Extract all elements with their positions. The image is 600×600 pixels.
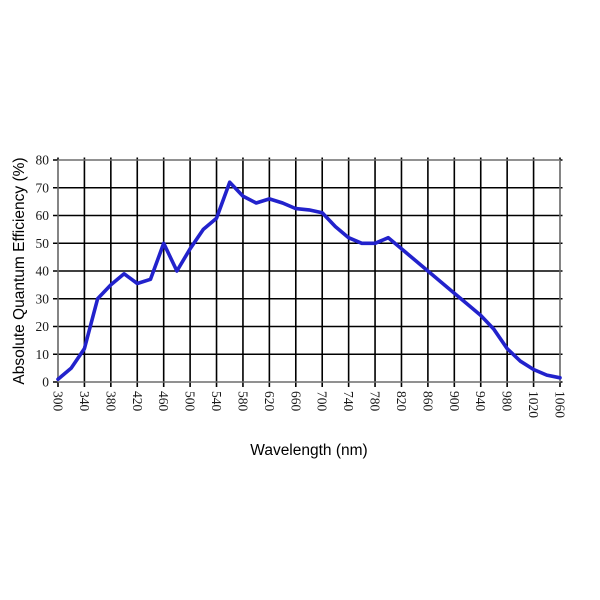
x-tick-label: 460 bbox=[156, 391, 171, 412]
y-tick-label: 80 bbox=[36, 153, 50, 168]
x-tick-label: 500 bbox=[183, 391, 198, 412]
x-tick-label: 580 bbox=[235, 391, 250, 412]
x-tick-label: 1060 bbox=[553, 391, 568, 418]
qe-curve bbox=[56, 180, 562, 382]
x-tick-label: 620 bbox=[262, 391, 277, 412]
y-tick-label: 20 bbox=[36, 319, 50, 334]
x-tick-label: 980 bbox=[500, 391, 515, 412]
y-tick-label: 70 bbox=[36, 180, 50, 195]
y-tick-label: 40 bbox=[36, 264, 50, 279]
y-tick-label: 30 bbox=[36, 291, 50, 306]
x-tick-labels: 300 340 380 420 460 500 540 580 620 660 700 740 780 8… bbox=[51, 391, 568, 418]
x-tick-label: 660 bbox=[288, 391, 303, 412]
x-tick-label: 300 bbox=[51, 391, 66, 412]
y-tick-label: 0 bbox=[42, 375, 49, 390]
grid bbox=[53, 157, 563, 387]
y-axis-title: Absolute Quantum Efficiency (%) bbox=[11, 157, 28, 384]
x-tick-label: 860 bbox=[420, 391, 435, 412]
x-tick-label: 700 bbox=[315, 391, 330, 412]
x-tick-label: 1020 bbox=[526, 391, 541, 418]
y-tick-label: 10 bbox=[36, 347, 50, 362]
x-tick-label: 900 bbox=[447, 391, 462, 412]
x-tick-label: 420 bbox=[130, 391, 145, 412]
y-tick-label: 60 bbox=[36, 208, 50, 223]
x-axis-title: Wavelength (nm) bbox=[250, 442, 367, 459]
y-tick-label: 50 bbox=[36, 236, 50, 251]
x-tick-label: 380 bbox=[103, 391, 118, 412]
x-tick-label: 540 bbox=[209, 391, 224, 412]
qe-curve-layer bbox=[56, 180, 562, 382]
x-tick-label: 780 bbox=[368, 391, 383, 412]
y-tick-labels: 0 10 20 30 40 50 60 70 80 bbox=[36, 153, 50, 390]
x-tick-label: 340 bbox=[77, 391, 92, 412]
x-tick-label: 940 bbox=[473, 391, 488, 412]
x-tick-label: 820 bbox=[394, 391, 409, 412]
plot-frame bbox=[57, 159, 561, 383]
x-tick-label: 740 bbox=[341, 391, 356, 412]
